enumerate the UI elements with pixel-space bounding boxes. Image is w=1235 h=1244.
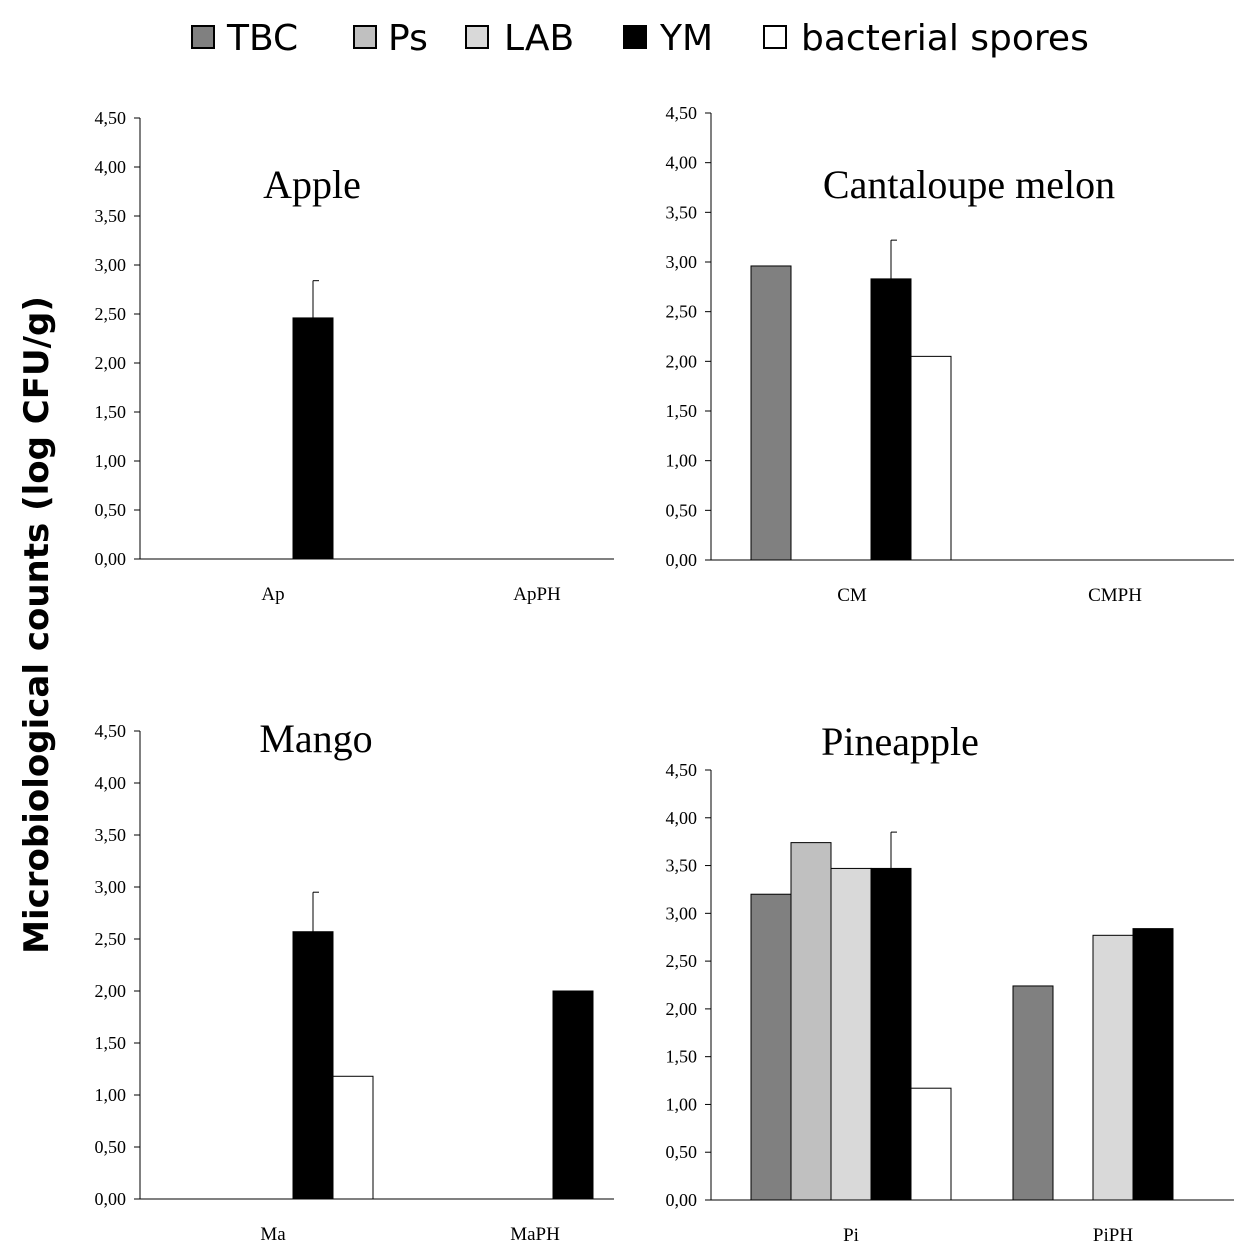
chart-title: Pineapple — [821, 719, 979, 764]
y-tick-label: 1,00 — [95, 1085, 127, 1105]
category-label-cm: CM — [837, 585, 867, 606]
y-tick-label: 2,50 — [95, 929, 127, 949]
y-tick-label: 4,50 — [666, 103, 698, 123]
bar-ym-pi — [870, 867, 912, 1201]
category-label-apph: ApPH — [513, 584, 561, 605]
y-tick-label: 0,00 — [95, 1189, 127, 1209]
y-tick-label: 4,50 — [666, 760, 698, 780]
y-tick-label: 2,50 — [666, 302, 698, 322]
y-tick-label: 2,00 — [666, 999, 698, 1019]
category-label-piph: PiPH — [1093, 1225, 1133, 1244]
legend-label-bacterial-spores: bacterial spores — [801, 18, 1089, 59]
y-tick-label: 3,50 — [666, 856, 698, 876]
legend-label-lab: LAB — [504, 18, 574, 59]
y-tick-label: 4,50 — [95, 721, 127, 741]
y-tick-label: 1,00 — [666, 451, 698, 471]
y-tick-label: 0,50 — [95, 1137, 127, 1157]
y-tick-label: 4,00 — [666, 808, 698, 828]
legend-label-ym: YM — [659, 18, 713, 59]
y-tick-label: 2,50 — [95, 304, 127, 324]
category-label-ap: Ap — [261, 584, 284, 605]
y-tick-label: 0,00 — [95, 549, 127, 569]
bar-tbc-pi — [750, 893, 792, 1201]
legend-swatch-ps — [353, 25, 377, 49]
bar-ym-ma — [292, 931, 334, 1200]
bar-bacterial-spores-cm — [910, 355, 952, 561]
y-tick-label: 0,00 — [666, 1190, 698, 1210]
y-tick-label: 2,50 — [666, 951, 698, 971]
y-tick-label: 4,50 — [95, 108, 127, 128]
y-tick-label: 3,00 — [666, 903, 698, 923]
chart-panel-mango: 0,00 0,50 1,00 1,50 2,00 2,50 3,00 3,50 4,00 4,50… — [95, 716, 614, 1244]
y-tick-label: 4,00 — [666, 153, 698, 173]
y-axis-label: Microbiological counts (log CFU/g) — [17, 296, 57, 954]
y-tick-label: 3,00 — [95, 255, 127, 275]
y-tick-label: 0,00 — [666, 550, 698, 570]
bar-ps-pi — [790, 842, 832, 1201]
legend-swatch-lab — [465, 25, 489, 49]
bar-lab-pi — [830, 867, 872, 1201]
y-tick-label: 1,50 — [95, 402, 127, 422]
y-tick-label: 4,00 — [95, 773, 127, 793]
bar-tbc-piph — [1012, 985, 1054, 1201]
bar-ym-maph — [552, 990, 594, 1200]
chart-panel-cantaloupe-melon: 0,00 0,50 1,00 1,50 2,00 2,50 3,00 3,50 4,00 4,50… — [666, 103, 1234, 606]
legend: TBC Ps LAB YM bacterial spores — [191, 18, 1089, 59]
y-tick-label: 1,50 — [95, 1033, 127, 1053]
panels: 0,00 0,50 1,00 1,50 2,00 2,50 3,00 3,50 4,00 4,50… — [95, 103, 1234, 1244]
y-tick-label: 1,50 — [666, 1047, 698, 1067]
y-tick-label: 0,50 — [666, 1142, 698, 1162]
bar-ym-ap — [292, 317, 334, 560]
bar-lab-piph — [1092, 934, 1134, 1201]
chart-panel-pineapple: 0,00 0,50 1,00 1,50 2,00 2,50 3,00 3,50 4,00 4,50… — [666, 719, 1234, 1244]
legend-label-ps: Ps — [388, 18, 428, 59]
y-tick-label: 3,50 — [95, 206, 127, 226]
y-tick-label: 4,00 — [95, 157, 127, 177]
y-tick-label: 3,00 — [666, 252, 698, 272]
legend-swatch-ym — [623, 25, 647, 49]
y-tick-label: 3,00 — [95, 877, 127, 897]
y-tick-label: 2,00 — [95, 353, 127, 373]
bar-tbc-cm — [750, 265, 792, 561]
y-tick-label: 1,00 — [95, 451, 127, 471]
chart-panel-apple: 0,00 0,50 1,00 1,50 2,00 2,50 3,00 3,50 4,00 4,50… — [95, 108, 614, 605]
legend-swatch-bacterial-spores — [763, 25, 787, 49]
bar-bacterial-spores-pi — [910, 1087, 952, 1201]
category-label-cmph: CMPH — [1088, 585, 1142, 606]
bar-ym-cm — [870, 278, 912, 561]
y-tick-label: 1,00 — [666, 1094, 698, 1114]
y-tick-label: 0,50 — [666, 500, 698, 520]
category-label-pi: Pi — [843, 1225, 859, 1244]
chart-title: Mango — [259, 716, 372, 761]
y-tick-label: 0,50 — [95, 500, 127, 520]
chart-title: Cantaloupe melon — [823, 162, 1115, 207]
bar-ym-piph — [1132, 928, 1174, 1201]
y-tick-label: 3,50 — [95, 825, 127, 845]
chart-title: Apple — [263, 162, 361, 207]
legend-swatch-tbc — [191, 25, 215, 49]
category-label-ma: Ma — [260, 1224, 286, 1244]
bar-bacterial-spores-ma — [332, 1075, 374, 1200]
y-tick-label: 2,00 — [666, 351, 698, 371]
y-tick-label: 3,50 — [666, 202, 698, 222]
legend-label-tbc: TBC — [226, 18, 298, 59]
y-tick-label: 2,00 — [95, 981, 127, 1001]
y-tick-label: 1,50 — [666, 401, 698, 421]
category-label-maph: MaPH — [510, 1224, 560, 1244]
